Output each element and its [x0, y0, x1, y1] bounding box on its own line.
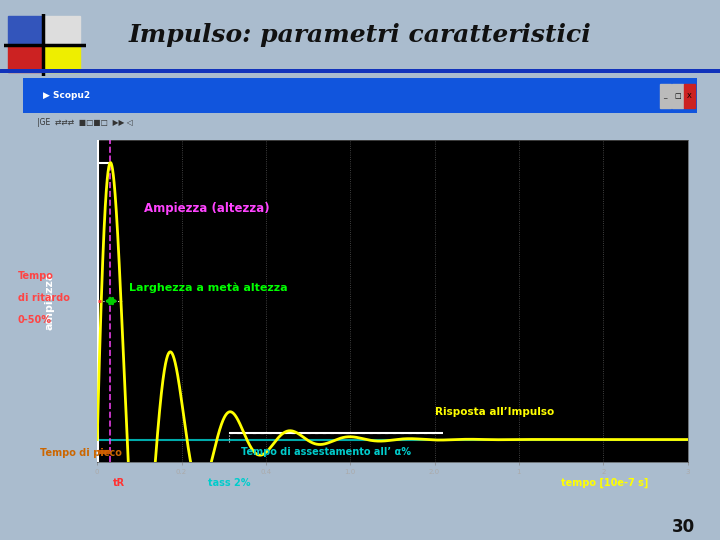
Bar: [8, 16, 42, 43]
Bar: [684, 84, 695, 108]
Text: Ampiezza (altezza): Ampiezza (altezza): [145, 202, 270, 215]
Text: Tempo di assestamento all’ α%: Tempo di assestamento all’ α%: [240, 447, 410, 457]
Text: X: X: [687, 93, 692, 99]
Text: Risposta all’Impulso: Risposta all’Impulso: [435, 407, 554, 417]
Text: □: □: [674, 93, 680, 99]
Text: Tempo di picco: Tempo di picco: [40, 448, 122, 458]
Bar: [8, 45, 42, 72]
Bar: [45, 16, 80, 43]
Text: _: _: [664, 93, 667, 99]
Text: 30: 30: [672, 518, 695, 536]
Text: Larghezza a metà altezza: Larghezza a metà altezza: [130, 283, 288, 293]
Text: ampiezza: ampiezza: [45, 272, 55, 330]
Text: di ritardo: di ritardo: [18, 293, 70, 303]
Text: |GE  ⇄⇄⇄  ■□■□  ▶▶ ◁: |GE ⇄⇄⇄ ■□■□ ▶▶ ◁: [37, 118, 132, 126]
Text: Tempo: Tempo: [18, 272, 54, 281]
Text: Impulso: parametri caratteristici: Impulso: parametri caratteristici: [129, 23, 591, 47]
Text: ▶ Scopu2: ▶ Scopu2: [43, 91, 91, 100]
Text: 0-50%: 0-50%: [18, 315, 52, 325]
Bar: [672, 84, 683, 108]
Bar: [660, 84, 670, 108]
Text: tR: tR: [113, 478, 125, 488]
Text: tass 2%: tass 2%: [207, 478, 250, 488]
Text: tempo [10e-7 s]: tempo [10e-7 s]: [561, 478, 648, 488]
Bar: [45, 45, 80, 72]
